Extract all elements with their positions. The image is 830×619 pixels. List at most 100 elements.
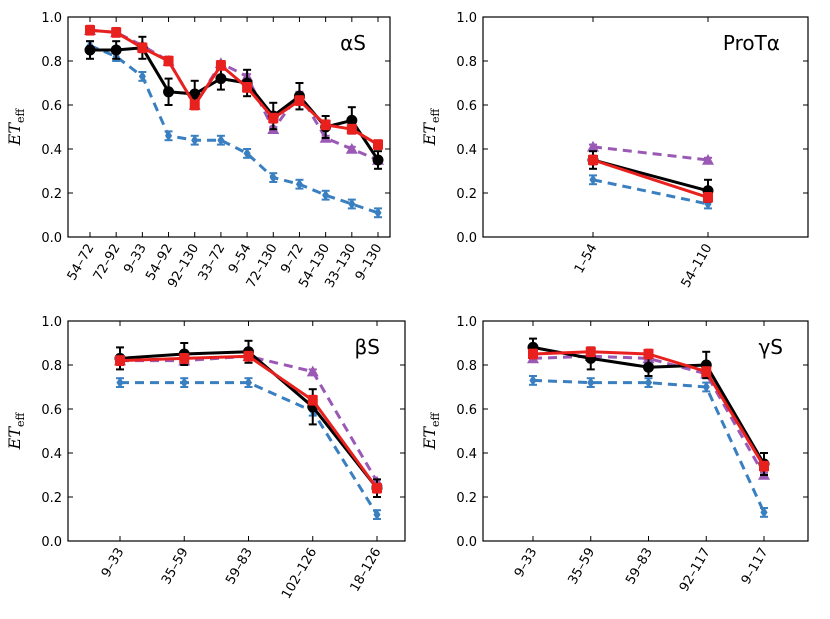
- ylabel-main-p1: ET: [420, 122, 439, 147]
- xtick-label-p2-4: 18–126: [348, 546, 385, 595]
- marker-p3-red-0: [528, 349, 538, 359]
- marker-p0-blue-9: [322, 189, 330, 201]
- marker-p3-blue-1: [587, 377, 595, 389]
- ylabel-p3: ETeff: [420, 411, 442, 450]
- marker-p0-blue-5: [217, 134, 225, 146]
- axes-frame-p2: [67, 320, 406, 542]
- xtick-label-p3-1: 35–59: [565, 546, 598, 588]
- ylabel-sub-p1: eff: [429, 107, 442, 123]
- ytick-label-p1-4: 0.8: [456, 55, 477, 70]
- ytick-label-p2-2: 0.4: [41, 447, 62, 462]
- ytick-label-p2-4: 0.8: [41, 359, 62, 374]
- series-line-p0-blue: [89, 44, 379, 215]
- marker-p2-red-3: [307, 395, 318, 406]
- axes-frame-p1: [482, 16, 809, 238]
- marker-p0-red-4: [189, 100, 200, 110]
- xtick-label-p3-2: 59–83: [623, 546, 656, 588]
- marker-p0-red-9: [320, 119, 331, 130]
- ytick-label-p0-5: 1.0: [41, 11, 62, 26]
- ylabel-main-p3: ET: [420, 426, 439, 451]
- marker-p0-red-0: [85, 25, 95, 36]
- marker-p0-red-2: [137, 42, 148, 53]
- xtick-label-p3-4: 9–117: [739, 546, 772, 588]
- marker-p0-blue-11: [374, 207, 382, 219]
- ytick-label-p3-0: 0.0: [456, 535, 477, 550]
- ylabel-sub-p3: eff: [429, 411, 442, 427]
- ytick-label-p0-3: 0.6: [41, 99, 62, 114]
- marker-p0-black-4: [189, 88, 201, 100]
- marker-p3-blue-2: [644, 377, 653, 389]
- marker-p3-red-3: [701, 366, 712, 377]
- ytick-label-p0-2: 0.4: [41, 143, 62, 158]
- marker-p2-blue-1: [180, 377, 188, 389]
- marker-p3-red-2: [643, 349, 654, 359]
- marker-p2-red-4: [372, 483, 382, 494]
- marker-p2-red-0: [115, 355, 125, 366]
- ylabel-p0: ETeff: [5, 107, 27, 146]
- marker-p0-blue-6: [243, 147, 251, 159]
- marker-p0-blue-3: [164, 130, 173, 142]
- marker-p3-blue-3: [702, 381, 710, 393]
- series-line-p2-purple: [120, 354, 379, 483]
- marker-p2-red-2: [243, 351, 254, 362]
- ylabel-sub-p0: eff: [14, 107, 27, 123]
- ytick-label-p3-5: 1.0: [456, 315, 477, 330]
- ylabel-p1: ETeff: [420, 107, 442, 146]
- xtick-label-p0-5: 33–72: [196, 242, 229, 284]
- marker-p3-blue-4: [760, 506, 768, 518]
- ytick-label-p1-0: 0.0: [456, 231, 477, 246]
- ylabel-p2: ETeff: [5, 411, 27, 450]
- marker-p2-blue-4: [373, 509, 381, 521]
- marker-p1-red-1: [703, 192, 713, 203]
- ytick-label-p1-1: 0.2: [456, 187, 477, 202]
- marker-p3-red-1: [585, 346, 596, 357]
- ytick-label-p3-4: 0.8: [456, 359, 477, 374]
- xtick-label-p0-1: 72–92: [91, 242, 124, 284]
- marker-p0-black-0: [84, 44, 96, 56]
- series-line-p3-blue: [532, 378, 766, 514]
- xtick-label-p2-3: 102–126: [279, 546, 320, 602]
- marker-p0-red-5: [215, 60, 226, 71]
- ytick-label-p0-0: 0.0: [41, 231, 62, 246]
- series-line-p2-blue: [120, 381, 379, 516]
- xtick-label-p2-2: 59–83: [223, 546, 256, 588]
- xtick-label-p3-3: 92–117: [677, 546, 714, 595]
- marker-p0-black-5: [215, 73, 227, 85]
- ytick-label-p3-2: 0.4: [456, 447, 477, 462]
- marker-p0-red-11: [373, 139, 383, 150]
- panel-2: 0.0 0.2 0.4 0.6 0.8 1.0 9–33 35–59 59–83 102–126 1…: [5, 315, 406, 602]
- ytick-label-p2-5: 1.0: [41, 315, 62, 330]
- xtick-label-p0-11: 9–130: [353, 242, 386, 284]
- marker-p0-black-1: [110, 44, 122, 56]
- ytick-label-p2-3: 0.6: [41, 403, 62, 418]
- marker-p0-black-11: [372, 154, 384, 166]
- ytick-label-p0-4: 0.8: [41, 55, 62, 70]
- ylabel-main-p2: ET: [5, 426, 24, 451]
- marker-p0-red-8: [294, 95, 305, 106]
- panel-0: 0.00.20.40.60.81.054–7272–929–3354–9292–…: [5, 11, 391, 290]
- marker-p0-blue-7: [269, 172, 277, 184]
- marker-p0-blue-8: [295, 178, 304, 190]
- marker-p3-blue-0: [529, 374, 537, 386]
- axes-frame-p3: [482, 320, 809, 542]
- marker-p2-red-1: [179, 353, 190, 364]
- panel-1: 0.0 0.2 0.4 0.6 0.8 1.0 1–54 54–110 ProTα ETeff: [420, 11, 809, 291]
- marker-p0-black-10: [346, 114, 358, 126]
- xtick-label-p3-0: 9–33: [512, 546, 541, 581]
- ytick-label-p0-1: 0.2: [41, 187, 62, 202]
- marker-p0-red-10: [346, 124, 357, 135]
- marker-p1-blue-0: [589, 174, 597, 186]
- marker-p2-purple-3: [306, 365, 319, 377]
- panel-title-p3: γS: [758, 335, 783, 359]
- ytick-label-p3-1: 0.2: [456, 491, 477, 506]
- panel-title-p0: αS: [340, 31, 366, 55]
- marker-p3-red-4: [759, 461, 769, 472]
- marker-p0-red-1: [111, 27, 122, 38]
- ytick-label-p1-3: 0.6: [456, 99, 477, 114]
- ylabel-main-p0: ET: [5, 122, 24, 147]
- xtick-label-p1-0: 1–54: [572, 242, 601, 277]
- marker-p1-purple-0: [587, 140, 599, 152]
- xtick-label-p1-1: 54–110: [679, 242, 716, 291]
- panel-3: 0.0 0.2 0.4 0.6 0.8 1.0 9–33 35–59 59–83 92–117 9–…: [420, 315, 809, 595]
